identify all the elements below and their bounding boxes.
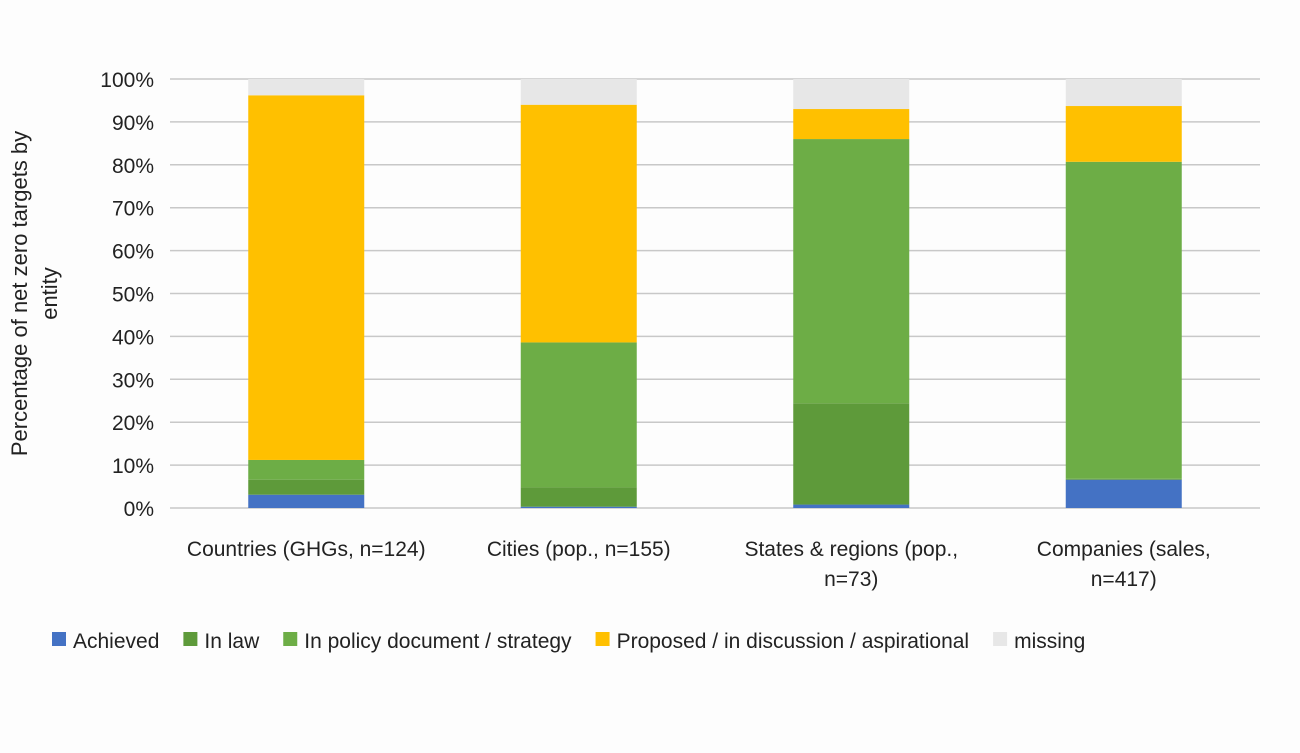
bar-segment-in: [248, 479, 365, 495]
bar-segment-in: [520, 487, 637, 507]
legend-swatch: [283, 632, 298, 646]
y-tick-label: 90%: [112, 112, 154, 135]
bar-segment-missing: [1065, 79, 1182, 107]
bar-segment-proposed: [1065, 106, 1182, 162]
bar-segment-achieved: [793, 504, 910, 508]
legend-swatch: [993, 632, 1008, 646]
legend-swatch: [183, 632, 198, 646]
y-tick-label: 60%: [112, 241, 154, 264]
bar-segment-proposed: [793, 109, 910, 140]
bar-segment-achieved: [1065, 479, 1182, 508]
bar-segment-in: [248, 459, 365, 480]
y-axis-label: Percentage of net zero targets by entity: [7, 131, 62, 456]
bar-segment-proposed: [248, 95, 365, 460]
legend-label: Proposed / in discussion / aspirational: [617, 630, 970, 653]
legend-swatch: [52, 632, 66, 646]
y-tick-label: 100%: [100, 69, 154, 92]
bar-segment-in: [520, 342, 637, 488]
bar-segment-missing: [520, 79, 637, 105]
y-tick-label: 70%: [112, 198, 154, 221]
bar-segment-achieved: [520, 506, 637, 508]
bar-segment-missing: [793, 79, 910, 110]
bar-segment-missing: [248, 79, 365, 96]
y-tick-label: 30%: [112, 369, 154, 392]
x-tick-label: n=73): [824, 568, 878, 591]
bar-segment-achieved: [248, 494, 365, 508]
y-tick-label: 40%: [112, 326, 154, 349]
legend-label: In law: [204, 630, 260, 653]
bar-segment-in: [1065, 478, 1182, 480]
x-tick-label: n=417): [1091, 568, 1157, 591]
x-tick-label: States & regions (pop.,: [744, 538, 958, 561]
x-tick-label: Cities (pop., n=155): [487, 538, 671, 561]
y-tick-label: 10%: [112, 455, 154, 478]
legend-label: Achieved: [73, 630, 159, 653]
legend-label: missing: [1014, 630, 1085, 653]
y-tick-label: 0%: [124, 498, 154, 521]
x-tick-label: Countries (GHGs, n=124): [187, 538, 426, 561]
y-tick-label: 50%: [112, 284, 154, 307]
bar-segment-in: [1065, 161, 1182, 479]
bar-segment-in: [793, 403, 910, 505]
legend-swatch: [595, 632, 610, 646]
x-tick-label: Companies (sales,: [1037, 538, 1211, 561]
bar-segment-proposed: [520, 104, 637, 343]
legend-label: In policy document / strategy: [304, 630, 572, 653]
y-tick-label: 20%: [112, 412, 154, 435]
y-tick-label: 80%: [112, 155, 154, 178]
bar-segment-in: [793, 139, 910, 404]
